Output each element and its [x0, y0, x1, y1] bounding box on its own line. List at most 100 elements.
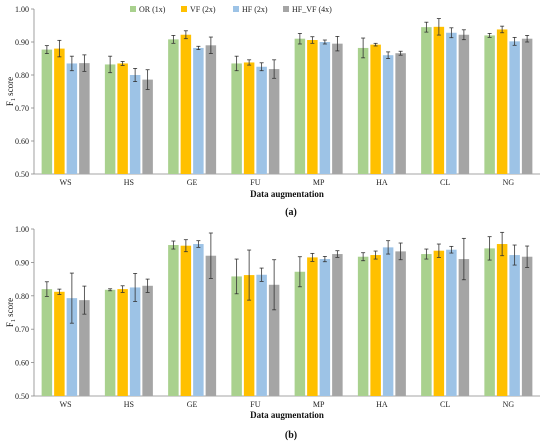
- bar-cl-1: [421, 27, 432, 175]
- bar-ge-4: [205, 45, 217, 174]
- bar-ng-1: [484, 35, 495, 175]
- bar-fu-1: [231, 276, 242, 396]
- bar-hs-1: [104, 64, 116, 174]
- bar-cl-4: [458, 259, 470, 396]
- y-tick-label: 1.00: [15, 5, 29, 14]
- bar-fu-4: [268, 69, 280, 174]
- legend-label: VF (2x): [190, 5, 216, 14]
- y-tick-label: 0.70: [15, 325, 29, 334]
- bar-cl-1: [421, 254, 432, 396]
- y-tick-label: 0.50: [15, 170, 29, 179]
- x-axis-label: Data augmentation: [250, 410, 324, 420]
- bar-mp-2: [307, 40, 318, 174]
- x-tick-label: CL: [440, 178, 450, 187]
- legend-label: HF_VF (4x): [292, 5, 332, 14]
- x-tick-label: MP: [313, 400, 325, 409]
- x-tick-label: WS: [60, 400, 72, 409]
- legend-label: OR (1x): [139, 5, 166, 14]
- y-tick-label: 0.70: [15, 104, 29, 113]
- x-axis-label: Data augmentation: [250, 189, 324, 199]
- bar-ws-1: [41, 289, 53, 396]
- bar-hs-1: [104, 289, 116, 396]
- bar-fu-4: [268, 284, 280, 396]
- bar-ws-3: [66, 298, 78, 396]
- chart-panel-1: 0.50 0.60 0.70 0.80 0.90 1.00 F1 score WS HS GE FU…: [5, 5, 540, 218]
- bar-fu-2: [243, 62, 255, 174]
- bar-fu-3: [256, 66, 267, 174]
- legend-swatch: [130, 6, 136, 12]
- x-tick-label: FU: [250, 400, 260, 409]
- bar-ha-2: [370, 44, 381, 174]
- bar-ha-1: [357, 47, 369, 174]
- bar-ge-2: [180, 245, 192, 396]
- bar-hs-4: [142, 79, 153, 174]
- panel-label: (b): [285, 430, 297, 441]
- bar-ge-1: [168, 245, 179, 396]
- bar-mp-4: [332, 43, 343, 175]
- bar-ws-4: [79, 300, 90, 396]
- y-tick-label: 0.50: [15, 392, 29, 401]
- bar-ha-2: [370, 255, 381, 396]
- bar-ng-3: [509, 255, 520, 396]
- bar-mp-3: [319, 259, 331, 396]
- y-tick-label: 0.90: [15, 38, 29, 47]
- bar-ws-3: [66, 63, 78, 175]
- bar-ge-3: [193, 47, 204, 174]
- x-tick-label: HS: [124, 178, 134, 187]
- bar-ha-3: [382, 247, 394, 396]
- bar-ge-3: [193, 244, 204, 396]
- y-tick-label: 0.60: [15, 359, 29, 368]
- y-tick-label: 0.90: [15, 258, 29, 267]
- bar-ws-1: [41, 49, 53, 175]
- bar-ha-1: [357, 256, 369, 396]
- bar-mp-1: [294, 271, 306, 396]
- legend-label: HF (2x): [242, 5, 268, 14]
- x-tick-label: HS: [124, 400, 134, 409]
- bar-fu-3: [256, 274, 267, 396]
- bar-ws-2: [54, 291, 65, 396]
- bar-ha-4: [395, 251, 406, 396]
- bar-ng-2: [496, 244, 508, 396]
- y-axis-label: F1 score: [5, 298, 17, 327]
- bar-ws-4: [79, 63, 90, 175]
- x-tick-label: NG: [503, 400, 515, 409]
- legend-swatch: [181, 6, 187, 12]
- bar-mp-3: [319, 42, 331, 174]
- bar-ng-4: [521, 38, 533, 175]
- y-tick-label: 0.80: [15, 71, 29, 80]
- x-tick-label: GE: [187, 400, 198, 409]
- bar-cl-3: [446, 32, 457, 175]
- y-tick-label: 1.00: [15, 225, 29, 234]
- bar-mp-4: [332, 254, 343, 396]
- x-tick-label: CL: [440, 400, 450, 409]
- chart-panel-2: 0.50 0.60 0.70 0.80 0.90 1.00 F1 score WS HS GE FU…: [5, 225, 540, 441]
- x-tick-label: FU: [250, 178, 260, 187]
- bar-cl-2: [433, 250, 445, 396]
- bar-ng-2: [496, 29, 508, 175]
- x-tick-label: MP: [313, 178, 325, 187]
- x-tick-label: GE: [187, 178, 198, 187]
- bar-ge-4: [205, 255, 217, 396]
- bar-ng-3: [509, 41, 520, 175]
- bar-hs-2: [117, 289, 128, 396]
- x-tick-label: HA: [376, 400, 388, 409]
- bar-mp-1: [294, 38, 306, 175]
- bar-ge-1: [168, 39, 179, 174]
- bar-hs-3: [129, 75, 141, 174]
- bar-mp-2: [307, 257, 318, 396]
- bar-fu-1: [231, 63, 242, 175]
- bar-cl-3: [446, 249, 457, 396]
- bar-hs-2: [117, 63, 128, 175]
- y-tick-label: 0.80: [15, 292, 29, 301]
- bar-fu-2: [243, 275, 255, 396]
- bar-ng-1: [484, 248, 495, 396]
- y-axis-label: F1 score: [5, 77, 17, 106]
- bar-ng-4: [521, 256, 533, 396]
- x-tick-label: NG: [503, 178, 515, 187]
- bar-ha-4: [395, 53, 406, 174]
- legend: OR (1x) VF (2x) HF (2x) HF_VF (4x): [130, 5, 332, 14]
- legend-swatch: [283, 6, 289, 12]
- x-tick-label: HA: [376, 178, 388, 187]
- bar-hs-3: [129, 287, 141, 396]
- bar-hs-4: [142, 285, 153, 396]
